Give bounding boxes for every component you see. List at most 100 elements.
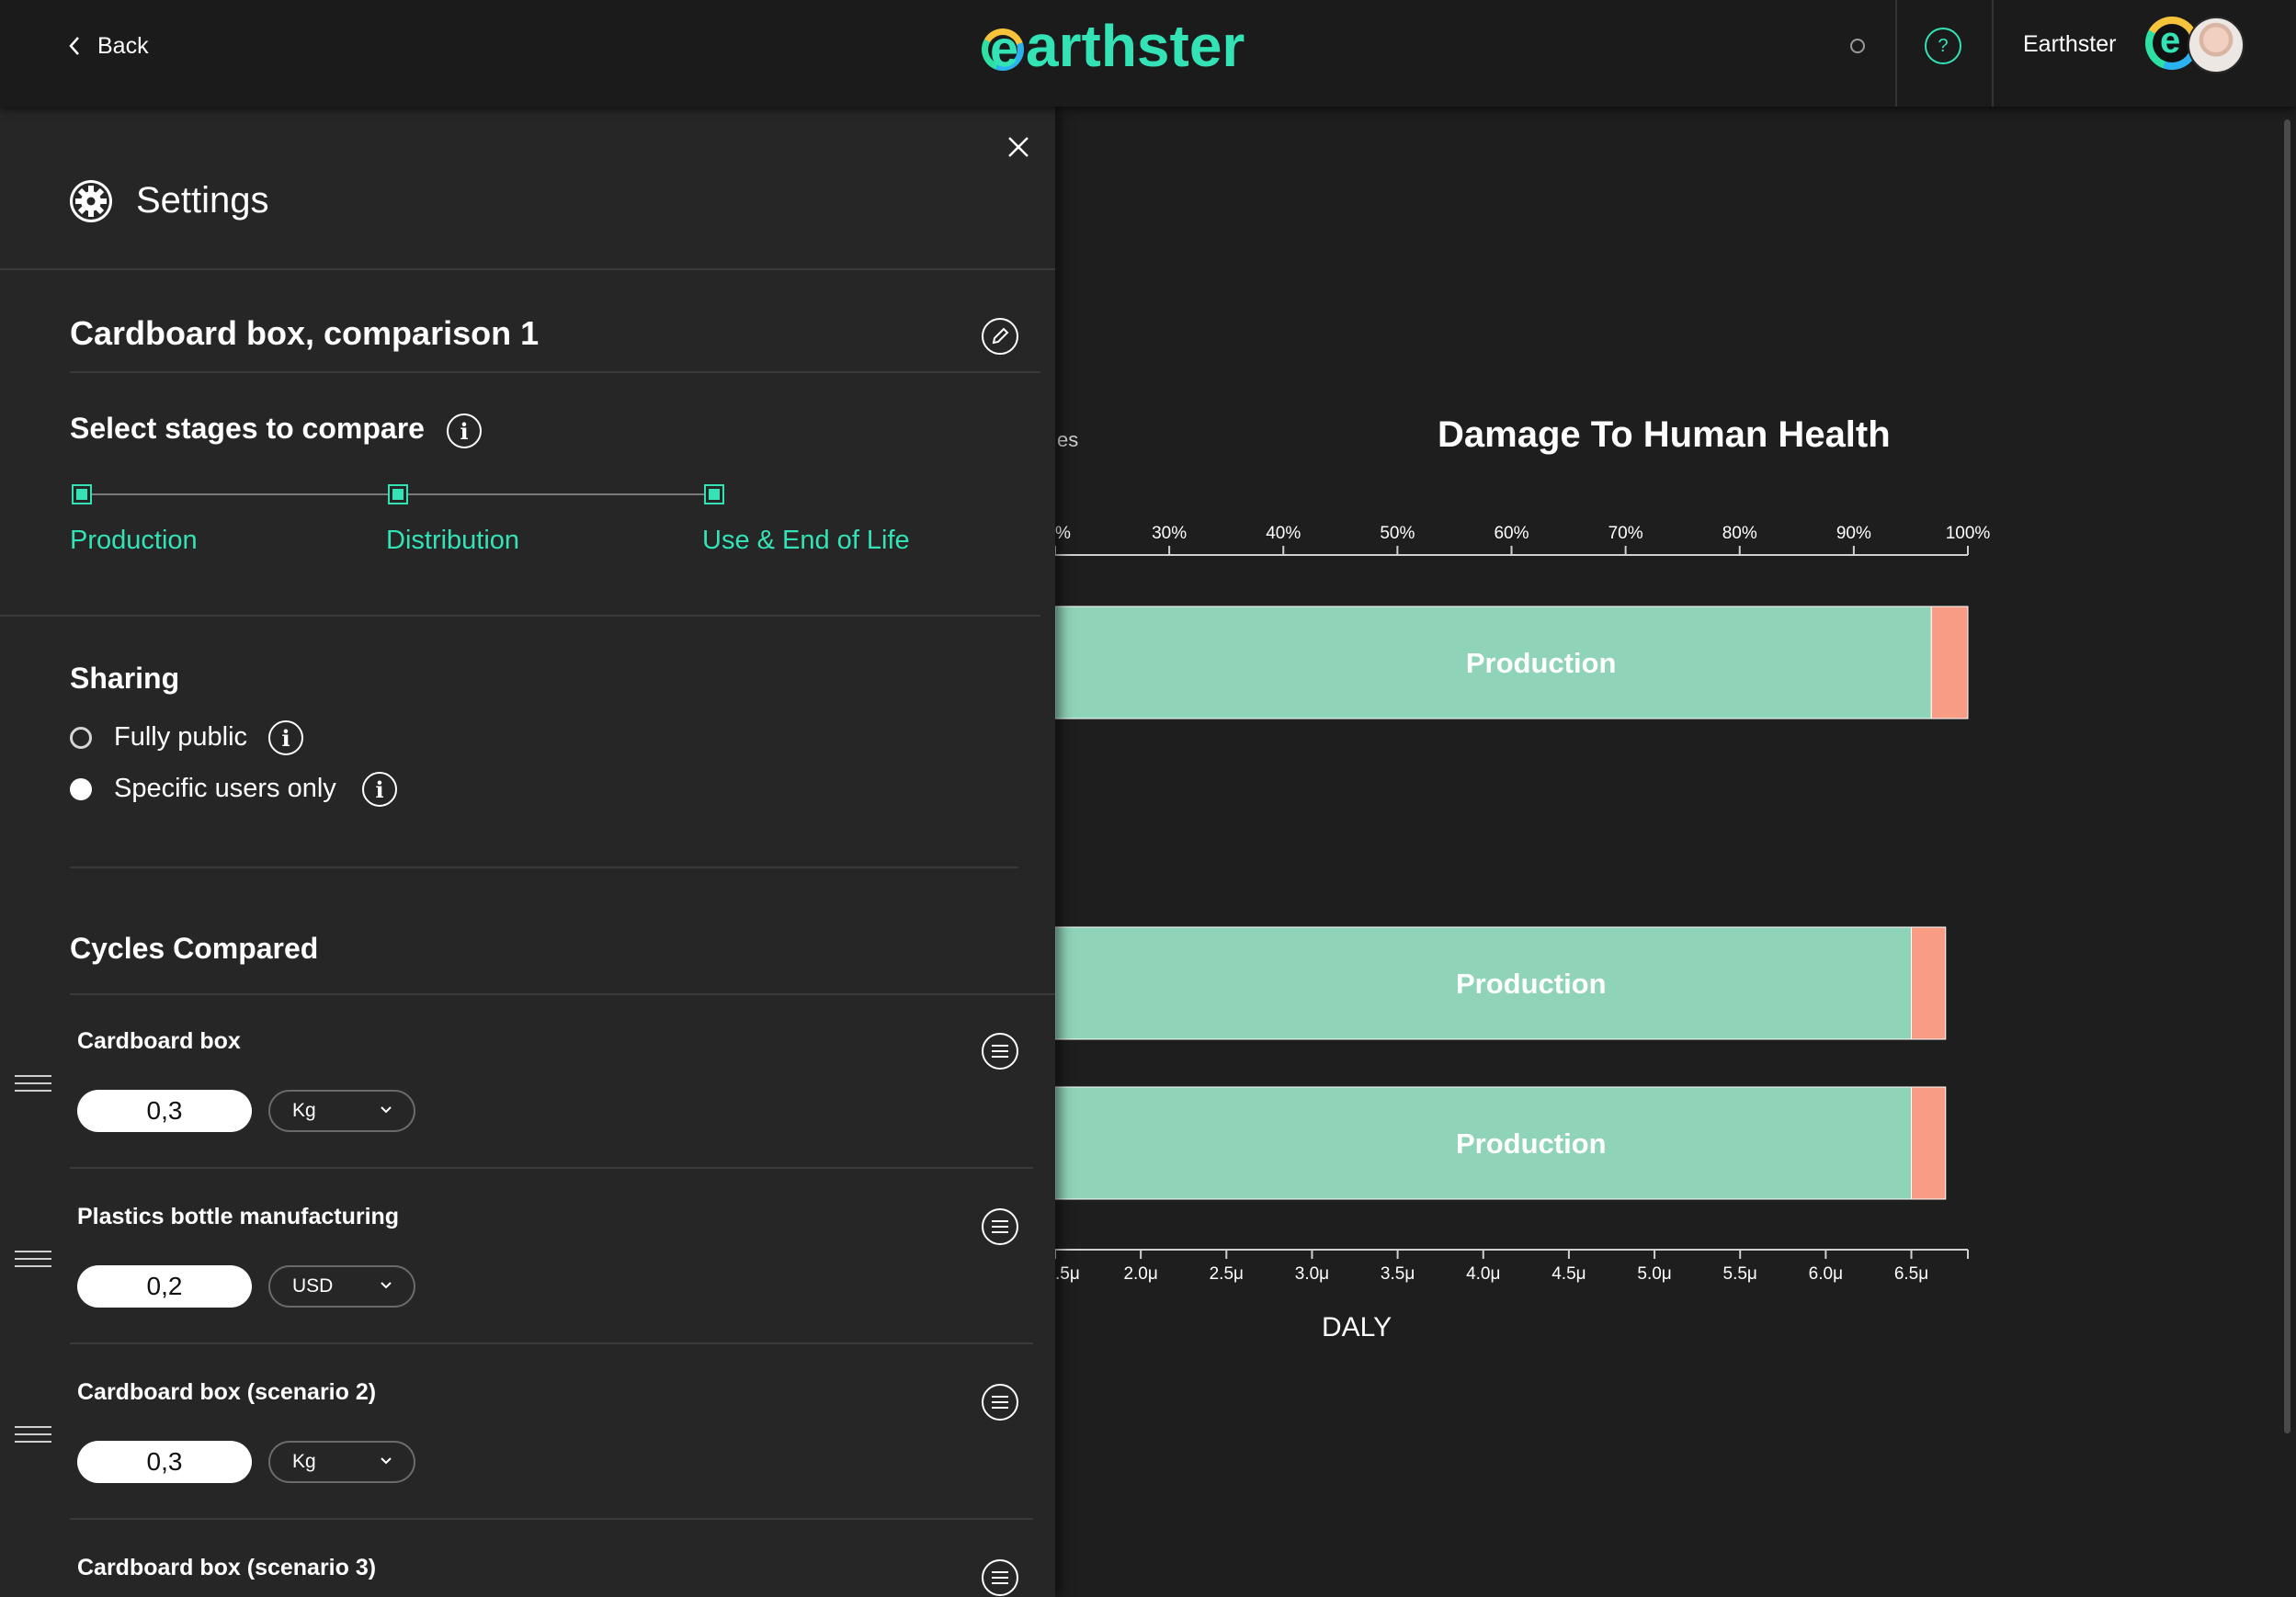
cycle-quantity-input[interactable]	[77, 1265, 252, 1308]
cycle-menu-button[interactable]	[982, 1208, 1018, 1245]
x-axis-label: DALY	[1322, 1312, 1392, 1342]
tick-label: 2.5μ	[1210, 1264, 1244, 1284]
chart-title: Damage To Human Health	[1438, 414, 1891, 455]
cycle-menu-button[interactable]	[982, 1033, 1018, 1070]
gear-icon	[70, 180, 112, 222]
tick-label: 50%	[1380, 524, 1415, 543]
avatar[interactable]	[2188, 17, 2245, 74]
divider	[70, 993, 1055, 995]
results-content	[1055, 107, 2296, 1597]
tick-label: %	[1055, 524, 1071, 543]
cycle-menu-button[interactable]	[982, 1559, 1018, 1596]
settings-panel: Settings Cardboard box, comparison 1 Sel…	[0, 107, 1055, 1597]
stage-checkbox-distribution[interactable]	[388, 484, 408, 504]
tick-label: 60%	[1494, 524, 1529, 543]
close-icon[interactable]	[1002, 130, 1035, 164]
bottom-axis: .5μ 2.0μ 2.5μ 3.0μ 3.5μ 4.0μ 4.5μ 5.0μ 5.5μ 6.0μ 6…	[1055, 1249, 1969, 1284]
stages-title: Select stages to compare	[70, 412, 425, 445]
cycle-name: Plastics bottle manufacturing	[77, 1204, 400, 1229]
logo-ring-icon: e	[982, 19, 1024, 77]
help-icon: ?	[1938, 35, 1949, 56]
stage-label-use-end-of-life[interactable]: Use & End of Life	[702, 526, 910, 555]
tick-label: 2.0μ	[1123, 1264, 1157, 1284]
back-label: Back	[97, 32, 149, 59]
cycle-unit-select[interactable]: Kg	[268, 1441, 415, 1483]
org-badge-letter: e	[2160, 20, 2181, 61]
fully-public-info-icon[interactable]: i	[268, 720, 303, 755]
radio-label-fully-public[interactable]: Fully public	[114, 722, 248, 752]
stage-checkbox-use-end-of-life[interactable]	[704, 484, 724, 504]
back-button[interactable]: Back	[68, 29, 149, 62]
unit-value: Kg	[292, 1451, 316, 1472]
tick-label: 80%	[1722, 524, 1757, 543]
edit-name-button[interactable]	[982, 318, 1018, 355]
bar-segment-distribution[interactable]	[1911, 926, 1947, 1040]
divider	[70, 1167, 1033, 1169]
cycles-title: Cycles Compared	[70, 932, 319, 965]
divider	[70, 866, 1018, 868]
tick-label: 90%	[1836, 524, 1871, 543]
drag-handle-icon[interactable]	[15, 1075, 51, 1092]
cycle-quantity-input[interactable]	[77, 1090, 252, 1132]
earthster-logo[interactable]: e arthster	[982, 13, 1245, 79]
bar-segment-distribution[interactable]	[1930, 606, 1969, 719]
tick-label: 100%	[1946, 524, 1991, 543]
tick-label: 3.0μ	[1295, 1264, 1329, 1284]
top-header: Back e arthster ? Earthster e	[0, 0, 2296, 107]
stage-connector	[90, 493, 388, 495]
cycle-quantity-input[interactable]	[77, 1441, 252, 1483]
radio-label-specific-users[interactable]: Specific users only	[114, 774, 336, 803]
chevron-down-icon	[381, 1282, 392, 1289]
radio-fully-public[interactable]	[70, 727, 92, 749]
panel-title: Settings	[136, 180, 269, 221]
tick-label: 6.0μ	[1809, 1264, 1843, 1284]
bar-segment-distribution[interactable]	[1911, 1086, 1947, 1200]
specific-users-info-icon[interactable]: i	[362, 772, 397, 807]
header-divider	[1895, 0, 1897, 107]
user-name[interactable]: Earthster	[2023, 31, 2117, 57]
top-axis: % 30% 40% 50% 60% 70% 80% 90% 100%	[1055, 524, 1991, 556]
cycle-unit-select[interactable]: Kg	[268, 1090, 415, 1132]
help-button[interactable]: ?	[1925, 28, 1961, 64]
divider	[0, 268, 1055, 270]
divider	[70, 1342, 1033, 1344]
chevron-left-icon	[69, 37, 79, 55]
tick-label: 6.5μ	[1894, 1264, 1928, 1284]
logo-letter: e	[990, 19, 1019, 77]
unit-value: USD	[292, 1275, 334, 1297]
stage-label-production[interactable]: Production	[70, 526, 198, 555]
logo-text: arthster	[1026, 13, 1245, 79]
comparison-name: Cardboard box, comparison 1	[70, 314, 540, 352]
divider	[70, 1518, 1033, 1520]
drag-handle-icon[interactable]	[15, 1426, 51, 1443]
stage-checkbox-production[interactable]	[72, 484, 92, 504]
page-scrollbar[interactable]	[2284, 119, 2290, 1433]
tick-label: 70%	[1608, 524, 1643, 543]
tick-label: 3.5μ	[1381, 1264, 1415, 1284]
bar-label: Production	[1456, 968, 1607, 1000]
damage-to-human-health-chart: es Damage To Human Health % 30% 40% 50% 60% 7…	[1055, 414, 1991, 1342]
stage-label-distribution[interactable]: Distribution	[386, 526, 520, 555]
bar-segment-production[interactable]	[1055, 1086, 1913, 1200]
partial-legend-label: es	[1057, 428, 1078, 451]
cycle-name: Cardboard box (scenario 3)	[77, 1555, 377, 1580]
bar-segment-production[interactable]	[1055, 926, 1913, 1040]
divider	[0, 615, 1040, 617]
header-divider	[1992, 0, 1994, 107]
bars-group: Production Production Production	[1055, 606, 1969, 1200]
tick-label: .5μ	[1055, 1264, 1080, 1284]
tick-label: 5.5μ	[1723, 1264, 1757, 1284]
tick-label: 4.0μ	[1466, 1264, 1500, 1284]
tick-label: 5.0μ	[1637, 1264, 1671, 1284]
radio-specific-users[interactable]	[70, 778, 92, 800]
stages-info-icon[interactable]: i	[447, 413, 482, 448]
tick-label: 30%	[1152, 524, 1187, 543]
sharing-title: Sharing	[70, 662, 180, 695]
cycle-name: Cardboard box	[77, 1028, 241, 1054]
cycle-unit-select[interactable]: USD	[268, 1265, 415, 1308]
stage-connector	[408, 493, 704, 495]
cycle-menu-button[interactable]	[982, 1384, 1018, 1421]
cycle-name: Cardboard box (scenario 2)	[77, 1379, 377, 1405]
drag-handle-icon[interactable]	[15, 1251, 51, 1267]
divider	[70, 371, 1040, 373]
